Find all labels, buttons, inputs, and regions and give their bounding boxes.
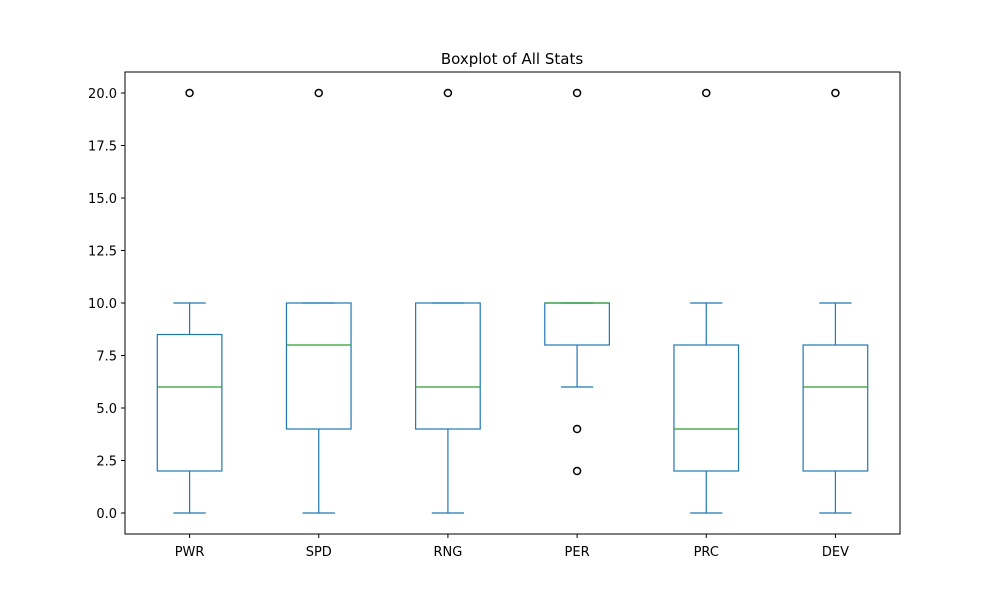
y-tick-label: 7.5	[96, 350, 117, 365]
iqr-box	[673, 344, 740, 472]
iqr-box	[544, 302, 610, 346]
x-tick-label: DEV	[822, 545, 849, 560]
x-tick-label: PER	[565, 545, 590, 560]
y-tick-label: 20.0	[88, 87, 117, 102]
y-tick-label: 0.0	[96, 507, 117, 522]
box-series	[156, 88, 869, 514]
box-prc	[673, 88, 740, 514]
outlier-point	[702, 88, 711, 98]
outlier-point	[572, 466, 582, 476]
x-tick-label: SPD	[306, 545, 332, 560]
outlier-point	[314, 88, 323, 98]
box-per	[544, 88, 610, 476]
iqr-box	[285, 302, 352, 430]
outlier-point	[185, 88, 194, 98]
box-pwr	[156, 88, 223, 514]
y-tick-label: 10.0	[88, 297, 117, 312]
outlier-point	[572, 88, 582, 98]
outlier-point	[831, 88, 840, 98]
y-tick-label: 15.0	[88, 192, 117, 207]
iqr-box	[156, 333, 223, 472]
y-tick-label: 5.0	[96, 402, 117, 417]
x-tick-label: PRC	[694, 545, 719, 560]
y-axis: 0.0 2.5 5.0 7.5 10.0 12.5 15.0 17.5 20.0	[88, 87, 125, 522]
outlier-point	[572, 424, 582, 434]
iqr-box	[802, 344, 869, 472]
x-axis: PWR SPD RNG PER PRC DEV	[175, 534, 849, 560]
x-tick-label: RNG	[433, 545, 462, 560]
y-tick-label: 2.5	[96, 455, 117, 470]
box-rng	[415, 88, 481, 514]
box-spd	[285, 88, 352, 514]
iqr-box	[415, 302, 481, 430]
x-tick-label: PWR	[175, 545, 205, 560]
chart-title: Boxplot of All Stats	[441, 50, 583, 68]
box-dev	[802, 88, 869, 514]
y-tick-label: 12.5	[88, 245, 117, 260]
plot-area-frame	[124, 71, 901, 535]
outlier-point	[443, 88, 453, 98]
y-tick-label: 17.5	[88, 140, 117, 155]
